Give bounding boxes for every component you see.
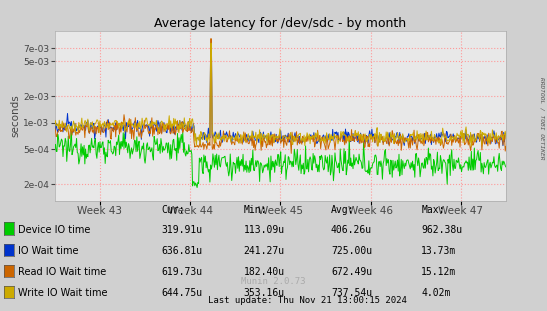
Text: 241.27u: 241.27u: [243, 246, 284, 256]
Text: 636.81u: 636.81u: [161, 246, 202, 256]
Text: 672.49u: 672.49u: [331, 267, 372, 277]
Text: 113.09u: 113.09u: [243, 225, 284, 234]
Text: 182.40u: 182.40u: [243, 267, 284, 277]
Text: 4.02m: 4.02m: [421, 288, 451, 298]
Text: 737.54u: 737.54u: [331, 288, 372, 298]
Text: Write IO Wait time: Write IO Wait time: [18, 288, 108, 298]
Text: 962.38u: 962.38u: [421, 225, 462, 234]
Text: Read IO Wait time: Read IO Wait time: [18, 267, 106, 277]
Text: 725.00u: 725.00u: [331, 246, 372, 256]
Text: IO Wait time: IO Wait time: [18, 246, 79, 256]
Title: Average latency for /dev/sdc - by month: Average latency for /dev/sdc - by month: [154, 17, 406, 30]
Text: Max:: Max:: [421, 205, 445, 215]
Text: Avg:: Avg:: [331, 205, 354, 215]
Text: Min:: Min:: [243, 205, 267, 215]
Text: Cur:: Cur:: [161, 205, 185, 215]
Text: 15.12m: 15.12m: [421, 267, 456, 277]
Text: 13.73m: 13.73m: [421, 246, 456, 256]
Text: 319.91u: 319.91u: [161, 225, 202, 234]
Text: Munin 2.0.73: Munin 2.0.73: [241, 277, 306, 286]
Y-axis label: seconds: seconds: [10, 95, 20, 137]
Text: RRDTOOL / TOBI OETIKER: RRDTOOL / TOBI OETIKER: [539, 77, 544, 160]
Text: Last update: Thu Nov 21 13:00:15 2024: Last update: Thu Nov 21 13:00:15 2024: [208, 296, 407, 305]
Text: 644.75u: 644.75u: [161, 288, 202, 298]
Text: 353.16u: 353.16u: [243, 288, 284, 298]
Text: 619.73u: 619.73u: [161, 267, 202, 277]
Text: Device IO time: Device IO time: [18, 225, 90, 234]
Text: 406.26u: 406.26u: [331, 225, 372, 234]
